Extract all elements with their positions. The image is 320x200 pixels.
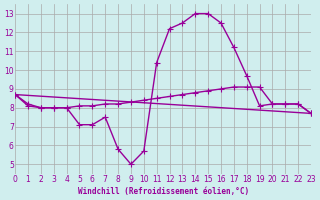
X-axis label: Windchill (Refroidissement éolien,°C): Windchill (Refroidissement éolien,°C) [77,187,249,196]
